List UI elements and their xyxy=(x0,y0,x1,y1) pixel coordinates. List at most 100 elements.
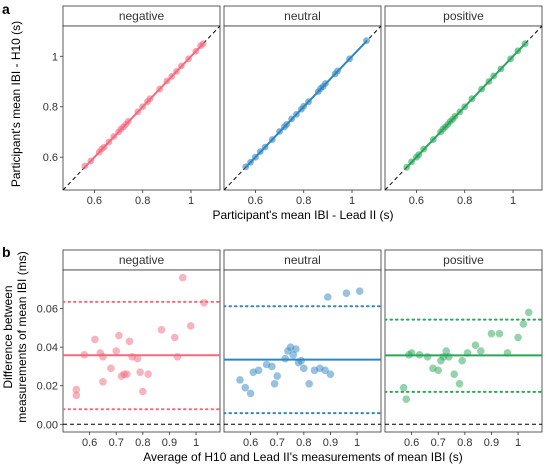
data-point xyxy=(136,368,144,377)
data-point xyxy=(91,335,99,344)
data-point xyxy=(487,329,496,338)
data-point xyxy=(456,108,464,116)
data-point xyxy=(200,298,208,307)
data-point xyxy=(123,370,131,378)
data-point xyxy=(346,55,353,63)
data-point xyxy=(115,331,123,340)
data-point xyxy=(495,329,504,338)
data-point xyxy=(273,372,282,380)
data-point xyxy=(268,362,276,371)
data-point xyxy=(471,341,480,350)
data-point xyxy=(463,349,472,357)
y-axis-title-b: Difference betweenmeasurements of mean I… xyxy=(1,251,29,422)
panel-letter-a: a xyxy=(2,1,10,17)
data-point xyxy=(321,366,329,375)
facet-strip-label: positive xyxy=(443,9,484,23)
data-point xyxy=(107,364,115,373)
data-point xyxy=(242,163,250,171)
data-point xyxy=(99,352,107,361)
data-point xyxy=(199,40,207,48)
x-tick-label: 0.6 xyxy=(243,437,258,449)
data-point xyxy=(476,347,485,355)
data-point xyxy=(507,55,514,63)
x-axis-title-a: Participant's mean IBI - Lead II (s) xyxy=(212,208,393,222)
data-point xyxy=(112,347,121,355)
facet-negative-b: negative 0.6 0.7 0.8 0.9 1 xyxy=(62,249,221,449)
data-point xyxy=(283,121,291,128)
data-point xyxy=(490,72,498,80)
y-tick-label: 0.06 xyxy=(37,304,58,316)
data-point xyxy=(105,138,113,146)
data-point xyxy=(451,112,459,120)
facet-panel xyxy=(223,269,382,433)
data-point xyxy=(270,379,279,388)
x-tick-label: 0.7 xyxy=(431,437,446,449)
data-point xyxy=(503,349,512,357)
x-tick-label: 1 xyxy=(510,195,516,207)
x-tick-label: 1 xyxy=(515,437,521,449)
data-point xyxy=(177,62,185,70)
data-point xyxy=(524,308,533,317)
data-point xyxy=(173,68,180,75)
data-point xyxy=(133,354,142,363)
facet-strip-label: negative xyxy=(119,9,165,23)
data-point xyxy=(288,115,296,123)
data-point xyxy=(252,153,259,161)
x-tick-label: 1 xyxy=(193,437,199,449)
data-point xyxy=(134,108,142,116)
y-axis-title-line: Difference between xyxy=(1,285,15,388)
data-point xyxy=(423,352,432,361)
y-tick-label: 0.6 xyxy=(43,152,58,164)
facet-strip-label: negative xyxy=(119,253,165,267)
facet-positive-b: positive 0.6 0.7 0.8 0.9 1 xyxy=(384,249,543,449)
facet-neutral-a: neutral 0.6 0.8 1 xyxy=(223,5,382,207)
x-tick-label: 0.9 xyxy=(162,437,177,449)
data-point xyxy=(236,376,244,384)
x-tick-label: 0.8 xyxy=(296,195,311,207)
y-tick-label: 0.04 xyxy=(37,342,58,354)
data-point xyxy=(300,102,308,110)
x-tick-label: 0.8 xyxy=(135,195,150,207)
x-tick-label: 0.6 xyxy=(404,437,419,449)
x-tick-label: 0.6 xyxy=(82,437,97,449)
data-point xyxy=(420,145,428,153)
data-point xyxy=(256,148,264,156)
facet-marks xyxy=(385,26,542,190)
data-point xyxy=(342,289,351,297)
data-point xyxy=(247,158,254,166)
data-point xyxy=(442,347,451,355)
data-point xyxy=(485,78,493,85)
data-point xyxy=(429,136,437,143)
facet-marks xyxy=(224,287,381,425)
x-axis-title-b: Average of H10 and Lead II's measurement… xyxy=(143,450,463,464)
facet-marks xyxy=(385,308,542,425)
data-point xyxy=(445,352,453,361)
data-point xyxy=(173,352,182,361)
data-point xyxy=(186,322,195,330)
y-tick-label: 0.02 xyxy=(37,381,58,393)
data-point xyxy=(497,65,505,73)
x-tick-label: 0.8 xyxy=(457,437,472,449)
x-tick-label: 0.6 xyxy=(87,195,102,207)
data-point xyxy=(478,85,486,93)
x-tick-label: 0.7 xyxy=(109,437,124,449)
facet-negative-a: negative 0.6 0.8 1 xyxy=(62,5,221,207)
facet-strip-label: neutral xyxy=(284,9,321,23)
data-point xyxy=(146,95,154,103)
data-point xyxy=(99,378,107,386)
data-point xyxy=(297,356,305,365)
data-point xyxy=(178,273,187,282)
y-tick-label: 0.8 xyxy=(43,102,58,114)
facet-strip-label: positive xyxy=(443,253,484,267)
data-point xyxy=(415,351,424,359)
y-tick-label: 1 xyxy=(52,51,58,63)
data-point xyxy=(125,337,134,346)
facet-neutral-b: neutral 0.6 0.7 0.8 0.9 1 xyxy=(223,249,382,449)
data-point xyxy=(293,110,300,118)
data-point xyxy=(305,379,313,388)
x-tick-label: 0.8 xyxy=(135,437,150,449)
data-point xyxy=(399,383,408,392)
data-point xyxy=(402,395,411,404)
data-point xyxy=(514,47,522,55)
